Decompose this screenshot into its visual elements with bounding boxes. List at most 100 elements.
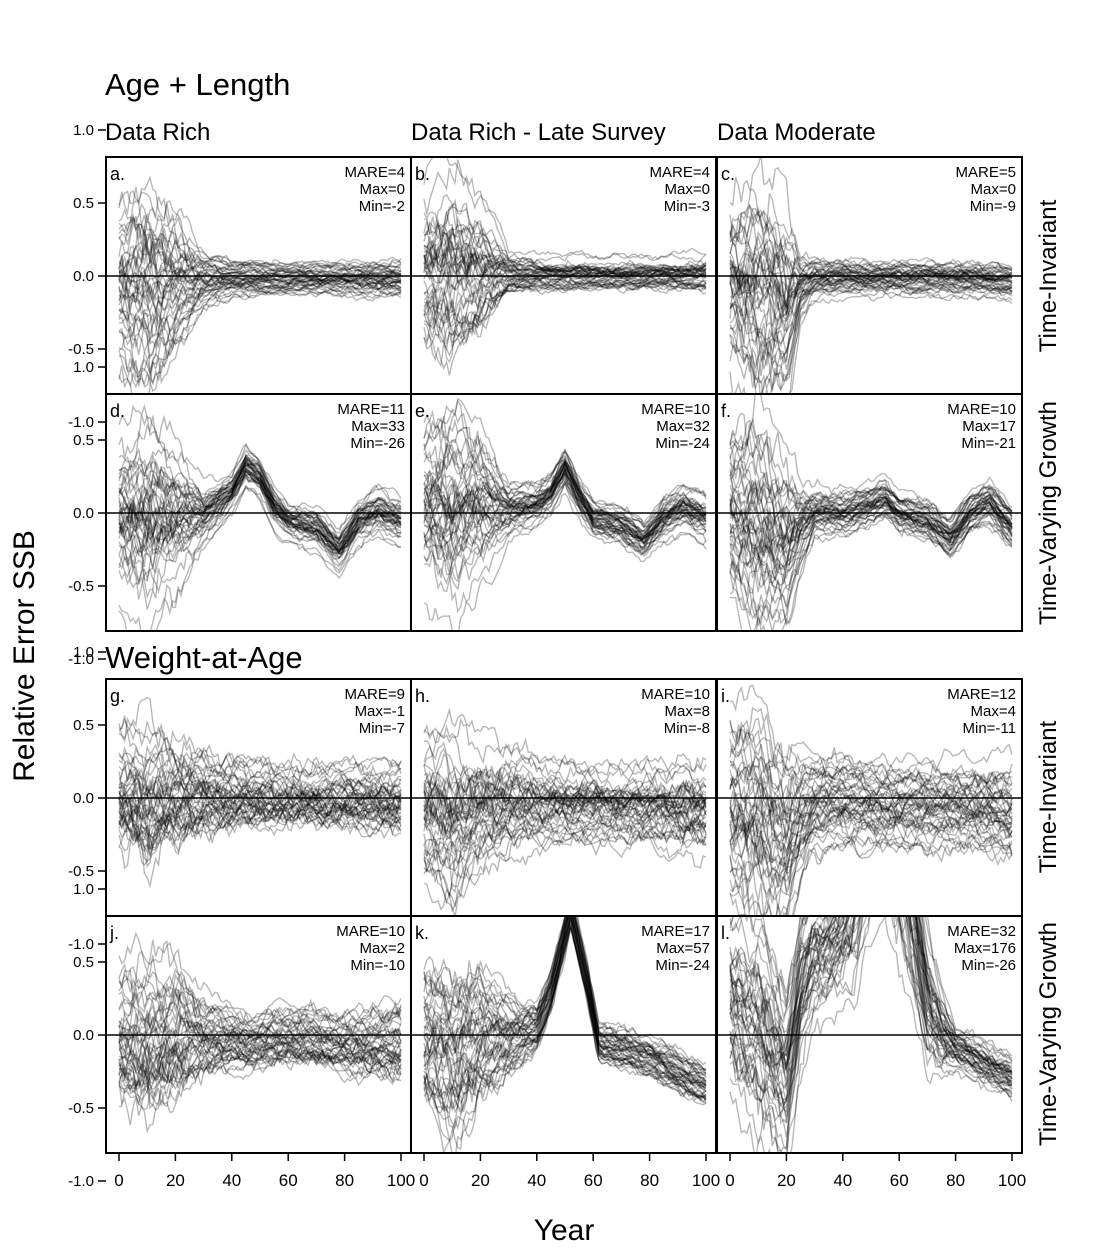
- replicate-line: [118, 414, 402, 535]
- replicate-line: [118, 215, 402, 276]
- replicate-line: [729, 284, 1013, 382]
- replicate-line: [118, 993, 402, 1048]
- replicate-line: [729, 498, 1013, 554]
- replicate-line: [118, 447, 402, 540]
- replicate-line: [118, 793, 402, 841]
- x-tick-label: 80: [335, 1171, 354, 1190]
- replicate-line: [729, 782, 1013, 847]
- replicate-line: [423, 923, 707, 1150]
- replicate-line: [423, 724, 707, 793]
- replicate-line: [118, 278, 402, 343]
- replicate-line: [423, 916, 707, 1084]
- min-stat: Min=-21: [961, 435, 1016, 452]
- replicate-line: [118, 456, 402, 545]
- replicate-line: [118, 279, 402, 337]
- replicate-line: [423, 468, 707, 545]
- replicate-line: [118, 999, 402, 1044]
- replicate-line: [423, 916, 707, 1100]
- replicate-line: [423, 450, 707, 538]
- replicate-line: [423, 444, 707, 532]
- replicate-line: [423, 468, 707, 547]
- replicate-line: [423, 206, 707, 274]
- replicate-line: [118, 466, 402, 583]
- replicate-line: [423, 467, 707, 563]
- replicate-line: [729, 795, 1013, 869]
- replicate-line: [423, 916, 707, 1086]
- replicate-line: [729, 916, 1013, 1091]
- replicate-line: [729, 265, 1013, 322]
- replicate-line: [118, 786, 402, 854]
- replicate-line: [423, 480, 707, 563]
- replicate-line: [118, 415, 402, 540]
- replicate-line: [729, 916, 1013, 1074]
- replicate-line: [729, 157, 1013, 272]
- replicate-line: [118, 772, 402, 808]
- replicate-line: [118, 476, 402, 563]
- replicate-line: [118, 1017, 402, 1063]
- y-tick-label: -0.5: [68, 1100, 94, 1117]
- x-tick-label: 80: [640, 1171, 659, 1190]
- replicate-line: [729, 916, 1013, 1138]
- replicate-line: [729, 500, 1013, 594]
- replicate-line: [423, 916, 707, 1072]
- replicate-line: [729, 262, 1013, 311]
- replicate-line: [729, 719, 1013, 789]
- max-stat: Max=8: [665, 703, 710, 720]
- replicate-line: [729, 418, 1013, 523]
- replicate-line: [729, 812, 1013, 916]
- replicate-line: [729, 280, 1013, 394]
- replicate-line: [118, 1009, 402, 1058]
- replicate-line: [729, 916, 1013, 1057]
- replicate-line: [118, 267, 402, 302]
- replicate-line: [423, 270, 707, 335]
- replicate-line: [423, 816, 707, 896]
- replicate-line: [423, 253, 707, 292]
- replicate-line: [423, 277, 707, 321]
- replicate-line: [423, 436, 707, 534]
- replicate-line: [729, 209, 1013, 278]
- replicate-line: [118, 771, 402, 811]
- replicate-line: [118, 469, 402, 583]
- replicate-line: [118, 190, 402, 274]
- replicate-line: [118, 806, 402, 863]
- replicate-line: [423, 216, 707, 277]
- replicate-line: [118, 1015, 402, 1074]
- x-tick-label: 40: [527, 1171, 546, 1190]
- replicate-line: [118, 283, 402, 384]
- replicate-line: [423, 465, 707, 545]
- replicate-line: [729, 287, 1013, 394]
- replicate-line: [729, 266, 1013, 333]
- replicate-line: [729, 916, 1013, 1091]
- replicate-line: [423, 277, 707, 350]
- replicate-lines: [729, 394, 1013, 631]
- replicate-line: [118, 263, 402, 325]
- max-stat: Max=57: [656, 940, 710, 957]
- replicate-line: [118, 273, 401, 316]
- replicate-line: [423, 471, 707, 574]
- replicate-line: [423, 248, 707, 290]
- replicate-line: [729, 798, 1013, 857]
- replicate-line: [423, 275, 707, 346]
- replicate-line: [118, 784, 402, 837]
- min-stat: Min=-24: [655, 435, 710, 452]
- replicate-line: [118, 939, 402, 1026]
- replicate-line: [118, 797, 402, 846]
- replicate-line: [118, 990, 402, 1052]
- replicate-line: [423, 254, 707, 296]
- replicate-lines: [118, 403, 402, 631]
- replicate-line: [423, 428, 707, 529]
- max-stat: Max=0: [971, 181, 1016, 198]
- replicate-line: [118, 778, 402, 813]
- replicate-line: [729, 916, 1013, 1076]
- replicate-line: [118, 739, 402, 798]
- replicate-line: [729, 783, 1013, 851]
- replicate-line: [423, 278, 707, 345]
- mare-stat: MARE=17: [641, 923, 710, 940]
- x-tick-label: 20: [777, 1171, 796, 1190]
- replicate-line: [729, 792, 1013, 874]
- x-axis-title: Year: [534, 1214, 595, 1247]
- replicate-line: [729, 451, 1013, 534]
- replicate-line: [118, 1047, 402, 1108]
- replicate-line: [118, 217, 402, 276]
